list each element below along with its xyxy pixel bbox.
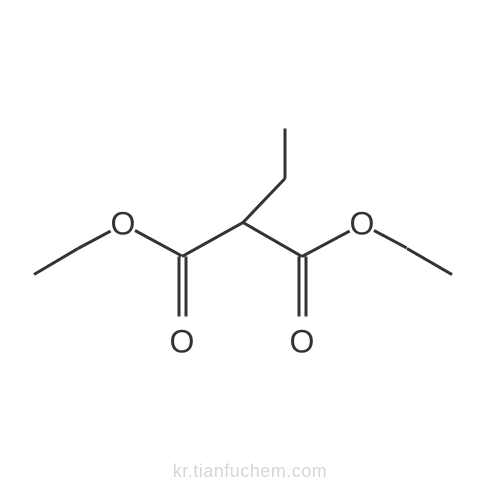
bond-line	[374, 229, 408, 249]
bond-line	[297, 256, 300, 316]
bond-line	[177, 256, 180, 316]
bond-line	[301, 229, 350, 257]
bond-line	[304, 256, 307, 316]
bond-line	[284, 128, 287, 178]
molecule-diagram: { "molecule": { "type": "chemical-struct…	[0, 0, 500, 500]
bond-line	[181, 221, 243, 258]
bond-line	[242, 177, 286, 223]
bond-line	[242, 221, 302, 258]
bond-line	[33, 247, 79, 276]
bond-line	[135, 229, 183, 257]
atom-label-O1: O	[111, 206, 136, 243]
atom-label-O2: O	[170, 324, 195, 361]
atom-label-O4: O	[350, 206, 375, 243]
bond-line	[184, 256, 187, 316]
bond-line	[406, 247, 452, 276]
atom-label-O3: O	[290, 324, 315, 361]
bond-line	[77, 229, 111, 249]
watermark-text: kr.tianfuchem.com	[173, 461, 328, 482]
